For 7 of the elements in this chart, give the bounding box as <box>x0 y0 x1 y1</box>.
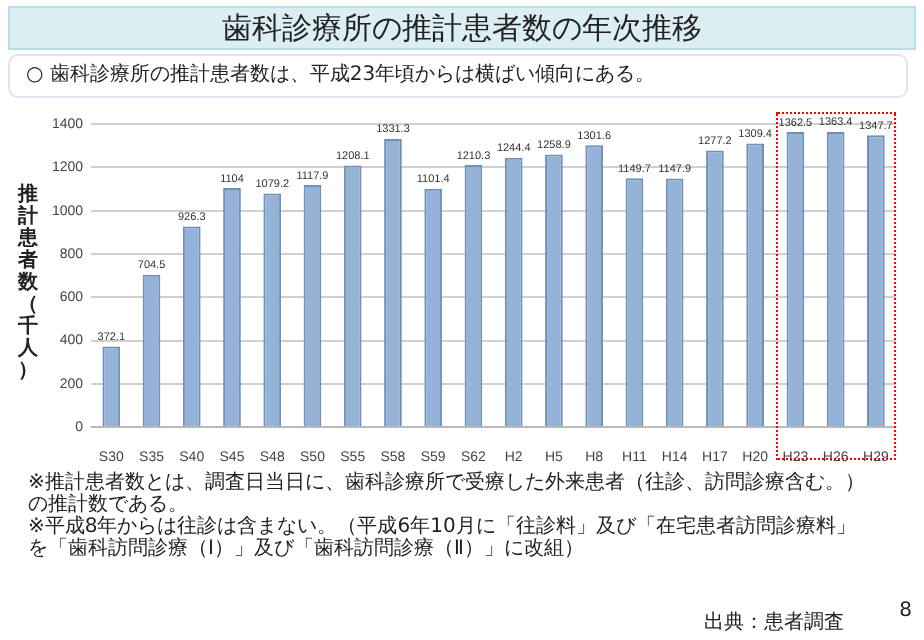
text: ※推計患者数とは、調査日当日に、歯科診療所で受療した外来患者（往診、訪問診療含む。）の推計数である。 <box>28 472 867 516</box>
chart-subtitle: ○ 歯科診療所の推計患者数は、平成23年頃からは横ばい傾向にある。 <box>8 54 908 98</box>
source-note: 出典：患者調査 <box>704 609 844 636</box>
text: 8 <box>899 600 912 622</box>
text: 推計患者数（千人） <box>18 184 38 382</box>
text: ※平成8年からは往診は含まない。（平成6年10月に「往診料」及び「在宅患者訪問診療料」を「歯科訪問診療（Ⅰ）」及び「歯科訪問診療（Ⅱ）」に改組） <box>28 516 858 560</box>
chart-title: 歯科診療所の推計患者数の年次推移 <box>8 6 916 50</box>
